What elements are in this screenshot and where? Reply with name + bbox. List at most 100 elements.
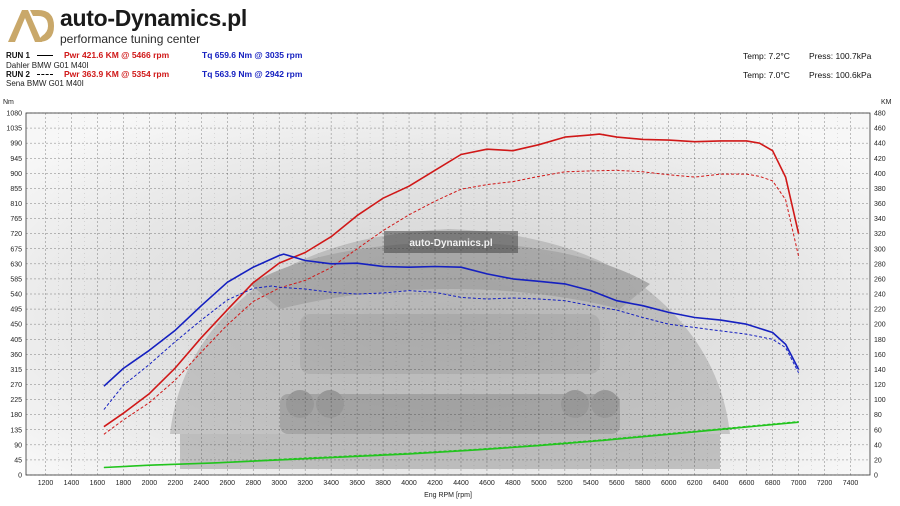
y-left-tick-label: 315 bbox=[10, 367, 22, 374]
x-tick-label: 2600 bbox=[219, 480, 235, 487]
y-right-tick-label: 380 bbox=[874, 186, 886, 193]
x-tick-label: 1600 bbox=[90, 480, 106, 487]
series-line-0 bbox=[103, 133, 800, 428]
run2-press: Press: 100.6kPa bbox=[809, 70, 872, 80]
y-left-tick-label: 450 bbox=[10, 322, 22, 329]
y-left-tick-label: 630 bbox=[10, 261, 22, 268]
y-right-tick-label: 120 bbox=[874, 382, 886, 389]
y-left-tick-label: 810 bbox=[10, 201, 22, 208]
y-left-tick-label: 675 bbox=[10, 246, 22, 253]
y-right-tick-label: 320 bbox=[874, 231, 886, 238]
x-tick-label: 3400 bbox=[323, 480, 339, 487]
y-left-tick-label: 495 bbox=[10, 307, 22, 314]
y-left-tick-label: 855 bbox=[10, 186, 22, 193]
x-tick-label: 4400 bbox=[453, 480, 469, 487]
y-left-tick-label: 720 bbox=[10, 231, 22, 238]
run2-line-sample bbox=[37, 74, 53, 75]
series-line-3 bbox=[103, 285, 800, 410]
x-tick-label: 4600 bbox=[479, 480, 495, 487]
y-right-tick-label: 360 bbox=[874, 201, 886, 208]
x-tick-label: 5400 bbox=[583, 480, 599, 487]
y-right-tick-label: 180 bbox=[874, 337, 886, 344]
brand-logo bbox=[8, 10, 54, 42]
report-header: auto-Dynamics.pl performance tuning cent… bbox=[0, 0, 900, 94]
y-left-tick-label: 540 bbox=[10, 292, 22, 299]
y-right-tick-label: 340 bbox=[874, 216, 886, 223]
x-tick-label: 4800 bbox=[505, 480, 521, 487]
y-right-tick-label: 420 bbox=[874, 156, 886, 163]
series-line-5 bbox=[103, 421, 799, 468]
x-tick-label: 3600 bbox=[349, 480, 365, 487]
series-line-1 bbox=[103, 169, 800, 435]
y-right-tick-label: 80 bbox=[874, 412, 882, 419]
y-left-tick-label: 585 bbox=[10, 276, 22, 283]
x-tick-label: 3800 bbox=[375, 480, 391, 487]
y-left-tick-label: 90 bbox=[14, 442, 22, 449]
run1-press: Press: 100.7kPa bbox=[809, 51, 872, 61]
run2-temp: Temp: 7.0°C bbox=[743, 70, 790, 80]
y-right-tick-label: 100 bbox=[874, 397, 886, 404]
y-left-tick-label: 135 bbox=[10, 427, 22, 434]
axis-ticks: 1200 1400 1600 1800 2000 2200 2400 2600 2800 3000… bbox=[6, 111, 885, 488]
y-right-tick-label: 240 bbox=[874, 292, 886, 299]
y-left-tick-label: 270 bbox=[10, 382, 22, 389]
dyno-chart: auto-Dynamics.pl 1200 1400 1600 1800 2000 220… bbox=[0, 94, 900, 506]
x-tick-label: 2400 bbox=[194, 480, 210, 487]
y-left-tick-label: 900 bbox=[10, 171, 22, 178]
y-left-tick-label: 1035 bbox=[6, 126, 22, 133]
x-tick-label: 6000 bbox=[661, 480, 677, 487]
x-tick-label: 2200 bbox=[168, 480, 184, 487]
x-tick-label: 1200 bbox=[38, 480, 54, 487]
y-right-tick-label: 400 bbox=[874, 171, 886, 178]
run2-label: RUN 2 bbox=[6, 70, 31, 79]
y-right-tick-label: 140 bbox=[874, 367, 886, 374]
y-right-tick-label: 200 bbox=[874, 322, 886, 329]
x-tick-label: 7400 bbox=[843, 480, 859, 487]
x-tick-label: 5600 bbox=[609, 480, 625, 487]
run2-torque: Tq 563.9 Nm @ 2942 rpm bbox=[202, 69, 303, 79]
series-line-2 bbox=[103, 253, 800, 387]
y-right-tick-label: 480 bbox=[874, 111, 886, 118]
y-left-tick-label: 225 bbox=[10, 397, 22, 404]
y-right-tick-label: 20 bbox=[874, 457, 882, 464]
x-tick-label: 1800 bbox=[116, 480, 132, 487]
y-right-tick-label: 460 bbox=[874, 126, 886, 133]
x-tick-label: 6400 bbox=[713, 480, 729, 487]
x-tick-label: 1400 bbox=[64, 480, 80, 487]
y-right-tick-label: 160 bbox=[874, 352, 886, 359]
x-tick-label: 7200 bbox=[817, 480, 833, 487]
run1-power: Pwr 421.6 KM @ 5466 rpm bbox=[64, 50, 170, 60]
y-right-tick-label: 280 bbox=[874, 261, 886, 268]
y-right-tick-label: 440 bbox=[874, 141, 886, 148]
y-left-tick-label: 180 bbox=[10, 412, 22, 419]
run2-car: Sena BMW G01 M40I bbox=[6, 79, 84, 88]
y-right-tick-label: 220 bbox=[874, 307, 886, 314]
watermark-text: auto-Dynamics.pl bbox=[409, 238, 493, 249]
series-line-4 bbox=[103, 421, 799, 469]
series-lines bbox=[103, 133, 800, 469]
x-tick-label: 6600 bbox=[739, 480, 755, 487]
x-tick-label: 5800 bbox=[635, 480, 651, 487]
y-right-tick-label: 0 bbox=[874, 473, 878, 480]
y-left-tick-label: 0 bbox=[18, 473, 22, 480]
brand-name: auto-Dynamics.pl bbox=[60, 5, 247, 31]
run1-temp: Temp: 7.2°C bbox=[743, 51, 790, 61]
run1-car: Dahler BMW G01 M40I bbox=[6, 61, 89, 70]
x-axis-label: Eng RPM [rpm] bbox=[424, 492, 472, 499]
y-left-tick-label: 45 bbox=[14, 457, 22, 464]
run1-line-sample bbox=[37, 55, 53, 56]
x-tick-label: 3200 bbox=[297, 480, 313, 487]
y-left-tick-label: 765 bbox=[10, 216, 22, 223]
x-tick-label: 6800 bbox=[765, 480, 781, 487]
y-right-tick-label: 40 bbox=[874, 442, 882, 449]
y-left-tick-label: 1080 bbox=[6, 111, 22, 118]
y-left-tick-label: 945 bbox=[10, 156, 22, 163]
x-tick-label: 5200 bbox=[557, 480, 573, 487]
x-tick-label: 4200 bbox=[427, 480, 443, 487]
x-tick-label: 2000 bbox=[142, 480, 158, 487]
brand-tagline: performance tuning center bbox=[60, 32, 201, 46]
y-left-axis-label: Nm bbox=[3, 99, 14, 106]
y-left-tick-label: 360 bbox=[10, 352, 22, 359]
x-tick-label: 3000 bbox=[271, 480, 287, 487]
x-tick-label: 2800 bbox=[245, 480, 261, 487]
